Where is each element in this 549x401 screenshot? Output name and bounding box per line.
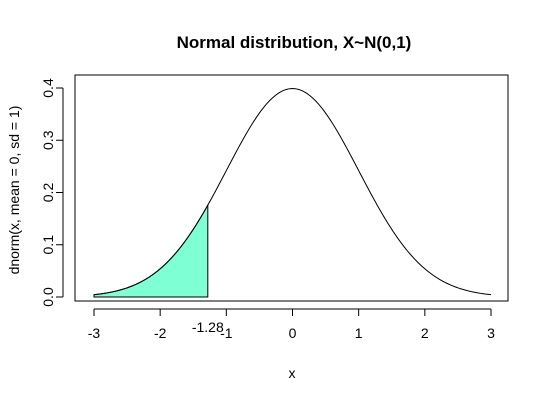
x-tick-label: -1 xyxy=(220,325,233,341)
x-axis: -3 -2 -1 0 1 2 3 xyxy=(88,308,495,341)
x-tick-label: -3 xyxy=(88,325,101,341)
y-tick-label: 0.0 xyxy=(40,287,56,307)
y-tick-label: 0.1 xyxy=(40,235,56,255)
shaded-lower-tail-area xyxy=(93,203,209,298)
y-tick-label: 0.4 xyxy=(40,78,56,98)
y-tick-label: 0.2 xyxy=(40,183,56,203)
x-tick-label: 0 xyxy=(289,325,297,341)
y-axis-label: dnorm(x, mean = 0, sd = 1) xyxy=(6,106,22,275)
x-axis-label: x xyxy=(289,365,296,381)
x-tick-label: 1 xyxy=(355,325,363,341)
x-tick-label: -2 xyxy=(154,325,167,341)
x-tick-label: 3 xyxy=(487,325,495,341)
cutoff-annotation: -1.28 xyxy=(192,319,224,335)
plot-frame xyxy=(74,74,509,302)
y-axis: 0.0 0.1 0.2 0.3 0.4 xyxy=(40,78,64,307)
x-tick-label: 2 xyxy=(421,325,429,341)
density-curve-line xyxy=(93,88,492,296)
y-tick-label: 0.3 xyxy=(40,130,56,150)
chart-title: Normal distribution, X~N(0,1) xyxy=(177,33,412,52)
